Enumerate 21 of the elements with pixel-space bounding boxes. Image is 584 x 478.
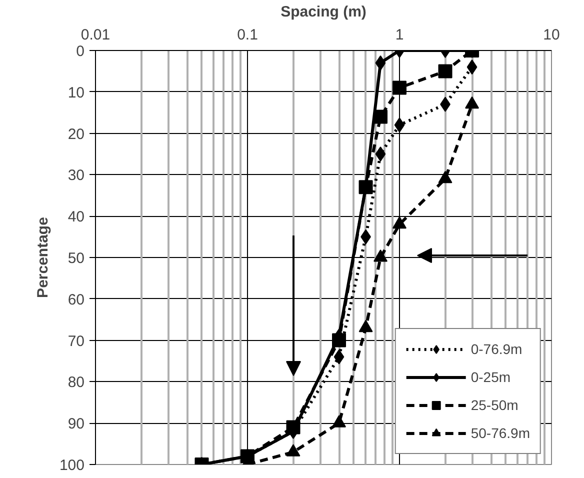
x-tick-label: 1 — [395, 26, 404, 44]
y-tick-label: 0 — [76, 43, 84, 60]
y-tick-label: 100 — [59, 457, 85, 474]
x-tick-label: 0.1 — [237, 26, 258, 44]
y-tick-label: 30 — [68, 167, 85, 184]
y-tick-label: 70 — [68, 332, 85, 350]
y-axis-title: Percentage — [34, 217, 52, 298]
legend-label: 50-76.9m — [470, 425, 530, 441]
y-tick-label: 80 — [68, 374, 85, 392]
y-tick-label: 10 — [68, 84, 85, 102]
legend-label: 25-50m — [470, 397, 518, 413]
x-axis-title: Spacing (m) — [280, 4, 366, 20]
y-tick-label: 50 — [68, 250, 85, 267]
x-tick-label: 10 — [543, 26, 560, 44]
legend-label: 0-25m — [470, 369, 511, 385]
y-tick-label: 20 — [68, 126, 85, 143]
legend-label: 0-76.9m — [470, 341, 522, 357]
y-tick-label: 40 — [68, 208, 85, 226]
x-tick-label: 0.01 — [80, 26, 110, 44]
y-tick-label: 90 — [68, 416, 85, 433]
y-tick-label: 60 — [68, 291, 85, 308]
